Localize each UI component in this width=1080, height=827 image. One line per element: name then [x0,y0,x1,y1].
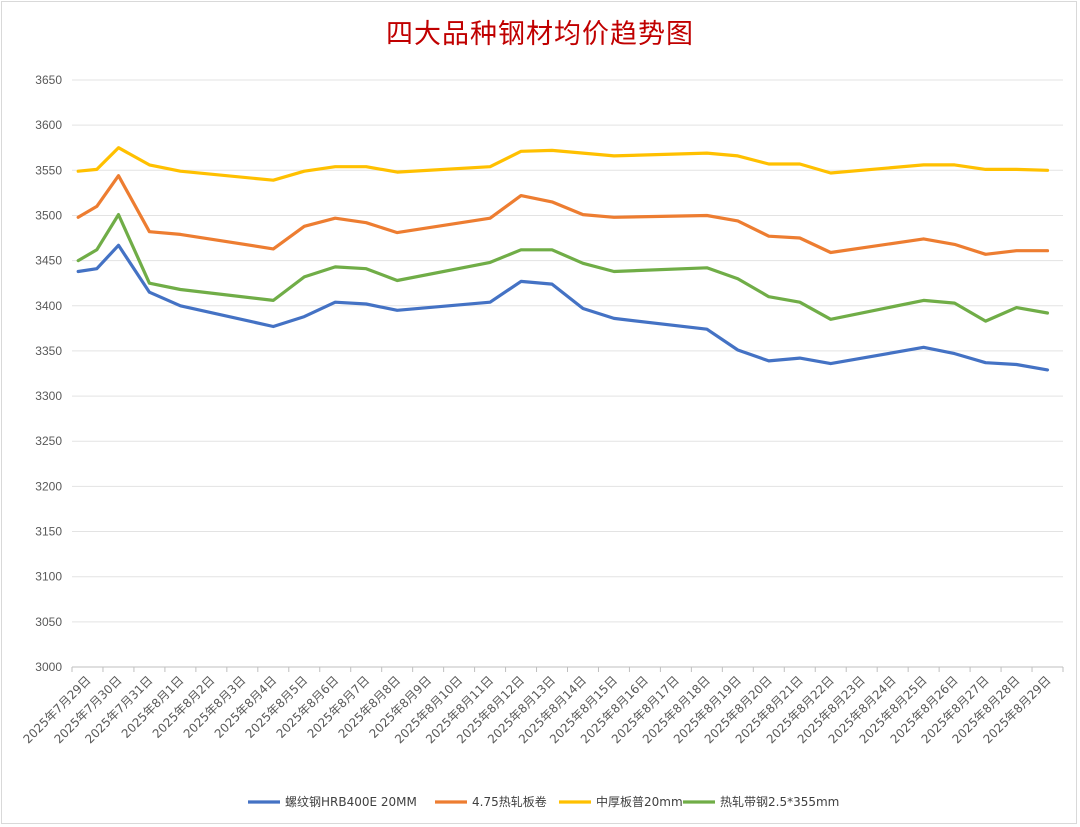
series-line [76,174,1050,256]
y-tick-label: 3600 [35,118,62,132]
series-line [76,213,1050,323]
legend-label: 螺纹钢HRB400E 20MM [285,795,417,809]
legend-entry: 中厚板普20mm [559,794,683,809]
legend-entry: 4.75热轧板卷 [435,794,547,809]
chart-title: 四大品种钢材均价趋势图 [386,19,694,50]
series-line [76,243,1050,372]
y-tick-label: 3050 [35,615,62,629]
x-axis-ticks: 2025年7月29日2025年7月30日2025年7月31日2025年8月1日2… [20,667,1064,746]
y-tick-label: 3350 [35,344,62,358]
y-tick-label: 3150 [35,525,62,539]
y-tick-label: 3550 [35,163,62,177]
y-tick-label: 3250 [35,434,62,448]
y-tick-label: 3000 [35,660,62,674]
gridlines [72,79,1063,668]
legend-label: 4.75热轧板卷 [472,794,547,809]
series-line [76,146,1050,182]
y-tick-label: 3500 [35,208,62,222]
y-axis-ticks: 3000 3050 3100 3150 3200 3250 3300 3350 3400 3450… [35,73,62,674]
legend-label: 中厚板普20mm [596,794,683,809]
legend: 螺纹钢HRB400E 20MM 4.75热轧板卷 中厚板普20mm 热轧带钢2.5*3… [248,794,839,809]
legend-entry: 热轧带钢2.5*355mm [683,795,839,809]
y-tick-label: 3300 [35,389,62,403]
y-tick-label: 3650 [35,73,62,87]
y-tick-label: 3400 [35,299,62,313]
legend-entry: 螺纹钢HRB400E 20MM [248,795,417,809]
y-tick-label: 3450 [35,254,62,268]
y-tick-label: 3100 [35,570,62,584]
series-lines [76,146,1050,372]
y-tick-label: 3200 [35,479,62,493]
legend-label: 热轧带钢2.5*355mm [720,795,839,809]
